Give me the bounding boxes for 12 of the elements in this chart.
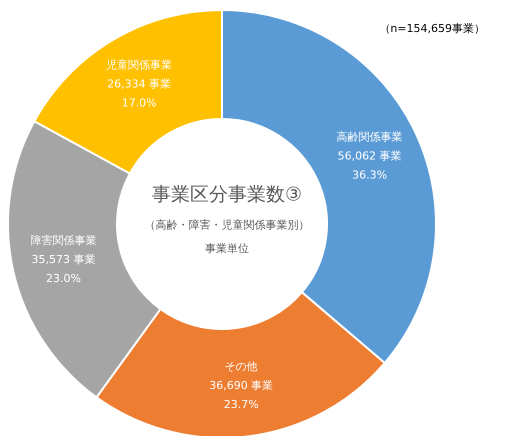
text: 事業単位 xyxy=(205,242,249,255)
slice-label: 障害関係事業 xyxy=(30,234,96,248)
slice-label: 高齢関係事業 xyxy=(336,130,403,144)
text: （n=154,659事業） xyxy=(379,22,486,35)
slice-label: 児童関係事業 xyxy=(106,58,172,72)
data-label: 26,334 事業 17.0% xyxy=(107,78,172,110)
data-label: 35,573 事業 23.0% xyxy=(31,253,96,286)
text: 事業区分事業数③ xyxy=(152,184,302,206)
text: （高齢・障害・児童関係事業別） xyxy=(144,218,310,232)
data-label: 36,690 事業 23.7% xyxy=(209,378,274,411)
data-label: 56,062 事業 36.3% xyxy=(338,149,402,182)
slice-label: その他 xyxy=(224,360,258,373)
